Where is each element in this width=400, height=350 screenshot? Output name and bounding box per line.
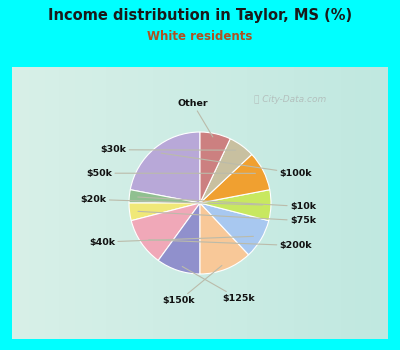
Text: $100k: $100k [161, 153, 312, 178]
Wedge shape [129, 190, 200, 203]
Text: $150k: $150k [162, 266, 222, 306]
Text: $30k: $30k [100, 145, 236, 154]
Wedge shape [200, 203, 248, 274]
Wedge shape [200, 139, 252, 203]
Text: Income distribution in Taylor, MS (%): Income distribution in Taylor, MS (%) [48, 8, 352, 23]
Wedge shape [200, 190, 271, 220]
Text: $75k: $75k [138, 211, 316, 225]
Text: $50k: $50k [86, 169, 256, 178]
Wedge shape [200, 203, 269, 255]
Text: $20k: $20k [80, 195, 262, 205]
Text: $125k: $125k [182, 266, 256, 303]
Text: ⓘ City-Data.com: ⓘ City-Data.com [254, 95, 326, 104]
Wedge shape [129, 203, 200, 220]
Text: $10k: $10k [138, 197, 316, 211]
Text: Other: Other [178, 99, 213, 137]
Wedge shape [200, 132, 230, 203]
Wedge shape [131, 203, 200, 260]
Wedge shape [158, 203, 200, 274]
Wedge shape [200, 154, 270, 203]
Text: $200k: $200k [149, 240, 312, 250]
Wedge shape [130, 132, 200, 203]
Text: White residents: White residents [147, 30, 253, 43]
Text: $40k: $40k [89, 236, 254, 246]
